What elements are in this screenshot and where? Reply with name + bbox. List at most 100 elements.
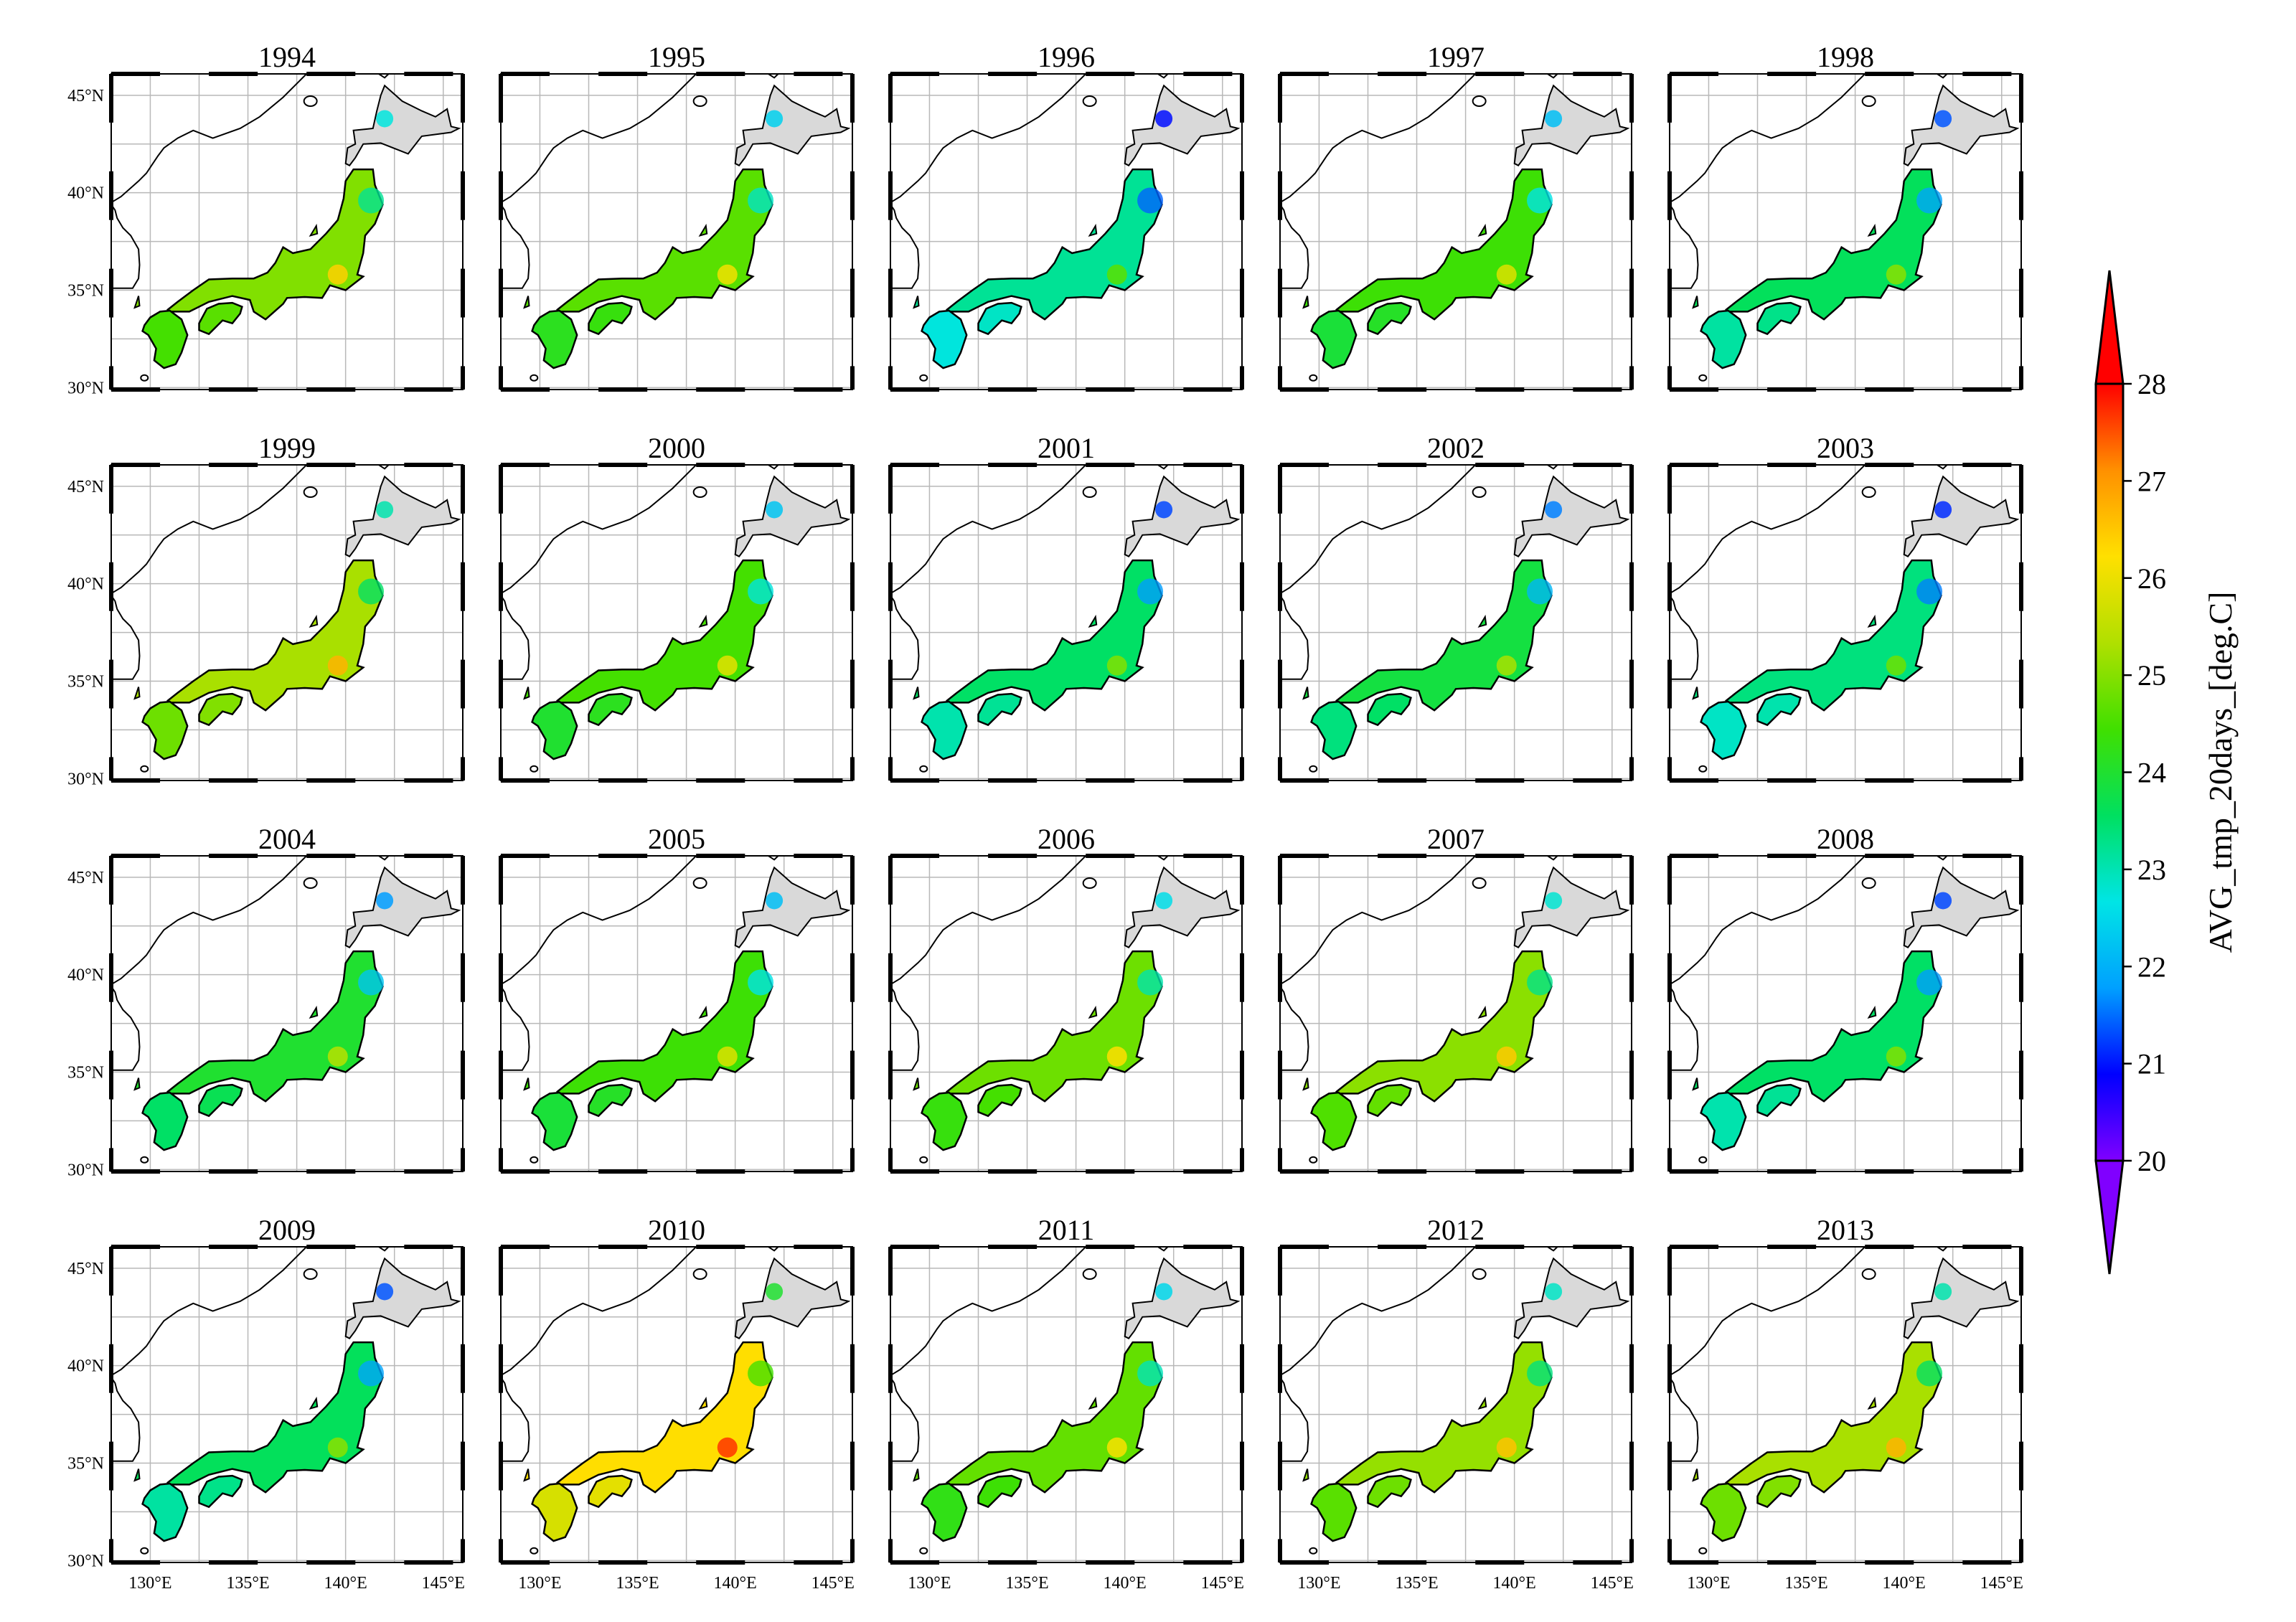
- map-frame: [890, 855, 1243, 1172]
- panel-title: 2009: [258, 1214, 316, 1246]
- tsushima-island: [133, 296, 141, 309]
- kyushu-data: [1700, 700, 1747, 760]
- hokkaido-land: [1513, 84, 1630, 166]
- map-frame: [1279, 1246, 1632, 1563]
- honshu-shading: [1336, 1342, 1552, 1493]
- tsushima-island: [1692, 1468, 1699, 1482]
- map-frame: [1279, 855, 1632, 1172]
- kanto-data-patch: [327, 1437, 348, 1458]
- continent-coastline: [890, 855, 1086, 986]
- yakushima-island: [140, 765, 149, 773]
- graticule: [890, 856, 1242, 1171]
- kanto-data-patch: [1496, 655, 1517, 676]
- continent-coastline: [500, 1246, 697, 1377]
- rishiri-island: [1861, 486, 1876, 499]
- tohoku-data-patch: [1137, 578, 1164, 605]
- map-frame-ticks: [109, 1245, 465, 1565]
- hokkaido-data-patch: [766, 1283, 784, 1301]
- map-panel-2009: 2009 45°N 40°N 35°N 30°N 130°E 135°E 140°E 145°E: [67, 1214, 465, 1593]
- map-panel-2007: 2007: [1278, 823, 1634, 1174]
- colorbar-tick-label: 26: [2137, 562, 2166, 595]
- map-frame: [1279, 73, 1632, 390]
- hokkaido-data-patch: [1155, 501, 1173, 519]
- sado-island: [1477, 1005, 1487, 1019]
- lat-tick-label: 40°N: [67, 1357, 104, 1376]
- yakushima-island: [530, 1547, 539, 1555]
- honshu-shading: [1726, 951, 1942, 1102]
- hokkaido-data-patch: [766, 501, 784, 519]
- korea-coastline: [500, 204, 530, 289]
- yakushima-island: [530, 1156, 539, 1164]
- map-panel-2004: 2004 45°N 40°N 35°N 30°N: [67, 823, 465, 1179]
- sado-island: [698, 1396, 708, 1410]
- map-frame-ticks: [109, 72, 465, 392]
- lon-tick-label: 140°E: [1104, 1574, 1147, 1593]
- hokkaido-data-patch: [1545, 892, 1563, 910]
- lon-tick-label: 135°E: [1784, 1574, 1827, 1593]
- map-frame-ticks: [888, 1245, 1244, 1565]
- sakhalin-coastline: [378, 73, 390, 79]
- yakushima-island: [140, 1156, 149, 1164]
- kyushu-data: [141, 1482, 189, 1542]
- hokkaido-data-patch: [1934, 501, 1952, 519]
- panel-title: 2007: [1427, 823, 1485, 855]
- lat-tick-label: 40°N: [67, 966, 104, 985]
- kyushu-data: [1310, 1482, 1358, 1542]
- map-panel-2006: 2006: [888, 823, 1244, 1174]
- hokkaido-data-patch: [1545, 110, 1563, 128]
- yakushima-island: [1309, 765, 1318, 773]
- rishiri-island: [1472, 486, 1487, 499]
- map-panel-grid: 1994 45°N 40°N 35°N 30°N 1995 1996 1997 1998 1999…: [67, 41, 2023, 1593]
- shikoku-data: [977, 1474, 1022, 1509]
- sakhalin-coastline: [1937, 1246, 1948, 1252]
- continent-coastline: [890, 73, 1086, 204]
- kyushu-data: [921, 1091, 968, 1151]
- rishiri-island: [692, 877, 707, 890]
- hokkaido-land: [344, 84, 461, 166]
- lon-tick-label: 145°E: [422, 1574, 465, 1593]
- hokkaido-land: [1124, 475, 1241, 557]
- honshu-shading: [946, 169, 1162, 320]
- kyushu-data: [921, 1482, 968, 1542]
- rishiri-island: [1082, 486, 1097, 499]
- map-frame: [110, 73, 464, 390]
- sakhalin-coastline: [1937, 73, 1948, 79]
- map-panel-2012: 2012 130°E 135°E 140°E 145°E: [1278, 1214, 1634, 1593]
- hokkaido-data-patch: [1155, 892, 1173, 910]
- sakhalin-coastline: [768, 855, 779, 861]
- map-frame: [1669, 73, 2022, 390]
- tohoku-data-patch: [1916, 1360, 1943, 1387]
- colorbar-max-extension: [2094, 270, 2125, 385]
- honshu-shading: [1726, 560, 1942, 711]
- panel-title: 2000: [648, 432, 705, 464]
- rishiri-island: [692, 95, 707, 108]
- honshu-shading: [1726, 169, 1942, 320]
- panel-title: 2002: [1427, 432, 1485, 464]
- sado-island: [1477, 614, 1487, 628]
- yakushima-island: [1698, 374, 1708, 382]
- yakushima-island: [1698, 1547, 1708, 1555]
- colorbar-ticks: 20 21 22 23 24 25 26 27 28: [2123, 368, 2166, 1177]
- hokkaido-data-patch: [1934, 1283, 1952, 1301]
- tsushima-island: [523, 1468, 530, 1482]
- continent-coastline: [1669, 855, 1866, 986]
- colorbar-tick-label: 25: [2137, 659, 2166, 692]
- sado-island: [1867, 614, 1877, 628]
- kyushu-data: [1310, 1091, 1358, 1151]
- honshu-shading: [1336, 560, 1552, 711]
- map-frame-ticks: [1667, 854, 2023, 1174]
- sakhalin-coastline: [378, 855, 390, 861]
- korea-coastline: [890, 595, 920, 680]
- lat-tick-label: 40°N: [67, 184, 104, 203]
- sado-island: [1867, 1396, 1877, 1410]
- shikoku-data: [588, 1474, 633, 1509]
- sado-island: [698, 223, 708, 237]
- korea-coastline: [1279, 986, 1309, 1071]
- tohoku-data-patch: [748, 578, 774, 605]
- tohoku-data-patch: [1137, 969, 1164, 996]
- shikoku-data: [1367, 1083, 1412, 1118]
- sakhalin-coastline: [1937, 464, 1948, 470]
- continent-coastline: [890, 464, 1086, 595]
- sakhalin-coastline: [1157, 855, 1169, 861]
